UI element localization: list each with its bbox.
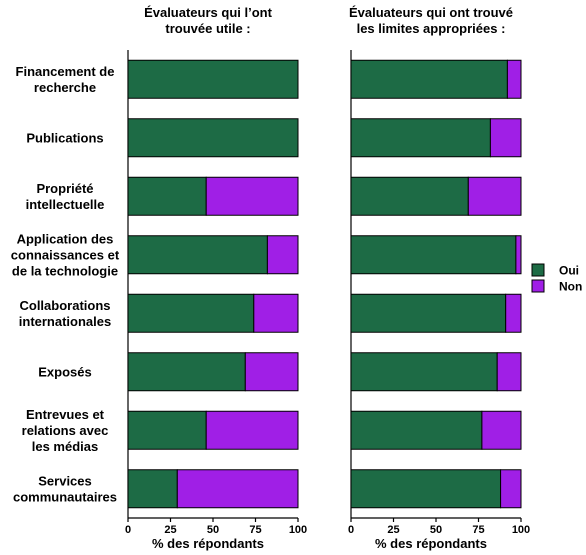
bar-oui: [350, 352, 498, 392]
bar-non: [481, 410, 522, 450]
panel-title: Évaluateurs qui ont trouvé: [349, 5, 513, 20]
bar-non: [205, 410, 299, 450]
bar-non: [500, 469, 522, 509]
legend-swatch-non: [531, 279, 545, 293]
bar-oui: [127, 469, 178, 509]
category-label: communautaires: [13, 489, 117, 504]
bar-oui: [350, 59, 508, 99]
bar-oui: [127, 59, 299, 99]
bar-non: [253, 293, 299, 333]
bar-non: [505, 293, 522, 333]
category-label: Services: [38, 473, 92, 488]
category-label: les médias: [32, 439, 99, 454]
x-axis-label: % des répondants: [152, 536, 264, 551]
bar-oui: [350, 293, 507, 333]
bar-non: [176, 469, 299, 509]
x-tick-label: 75: [472, 524, 484, 536]
bar-oui: [350, 118, 491, 158]
x-tick-label: 50: [430, 524, 442, 536]
bar-non: [515, 235, 522, 275]
panel-title: Évaluateurs qui l’ont: [144, 5, 273, 20]
panel-title: trouvée utile :: [165, 21, 250, 36]
x-tick-label: 75: [249, 524, 261, 536]
category-label: Collaborations: [19, 298, 110, 313]
bar-non: [506, 59, 522, 99]
category-label: Entrevues et: [26, 407, 105, 422]
legend-label-oui: Oui: [559, 264, 579, 278]
bar-non: [496, 352, 522, 392]
x-tick-label: 0: [125, 524, 131, 536]
bar-non: [205, 176, 299, 216]
bar-oui: [127, 352, 246, 392]
bar-oui: [127, 293, 255, 333]
bar-oui: [350, 176, 469, 216]
panel-title: les limites appropriées :: [357, 21, 506, 36]
category-label: internationales: [19, 314, 111, 329]
x-tick-label: 100: [289, 524, 307, 536]
category-label: relations avec: [22, 423, 109, 438]
bar-oui: [127, 176, 207, 216]
x-axis-label: % des répondants: [375, 536, 487, 551]
bar-oui: [350, 469, 502, 509]
category-label: Application des: [17, 231, 114, 246]
x-tick-label: 0: [348, 524, 354, 536]
category-label: Publications: [26, 130, 103, 145]
bar-oui: [127, 410, 207, 450]
x-tick-label: 25: [387, 524, 399, 536]
x-tick-label: 50: [207, 524, 219, 536]
bar-non: [489, 118, 522, 158]
x-tick-label: 25: [164, 524, 176, 536]
category-label: Exposés: [38, 364, 91, 379]
category-label: de la technologie: [12, 263, 118, 278]
category-label: Financement de: [16, 64, 115, 79]
category-label: Propriété: [36, 181, 93, 196]
x-tick-label: 100: [512, 524, 530, 536]
bar-oui: [127, 118, 299, 158]
bar-oui: [350, 235, 517, 275]
legend-label-non: Non: [559, 280, 582, 294]
bar-oui: [127, 235, 268, 275]
bar-non: [467, 176, 522, 216]
bar-non: [266, 235, 299, 275]
legend-swatch-oui: [531, 263, 545, 277]
category-label: recherche: [34, 80, 96, 95]
category-label: connaissances et: [11, 247, 120, 262]
bar-non: [244, 352, 299, 392]
category-label: intellectuelle: [26, 197, 105, 212]
bar-oui: [350, 410, 483, 450]
